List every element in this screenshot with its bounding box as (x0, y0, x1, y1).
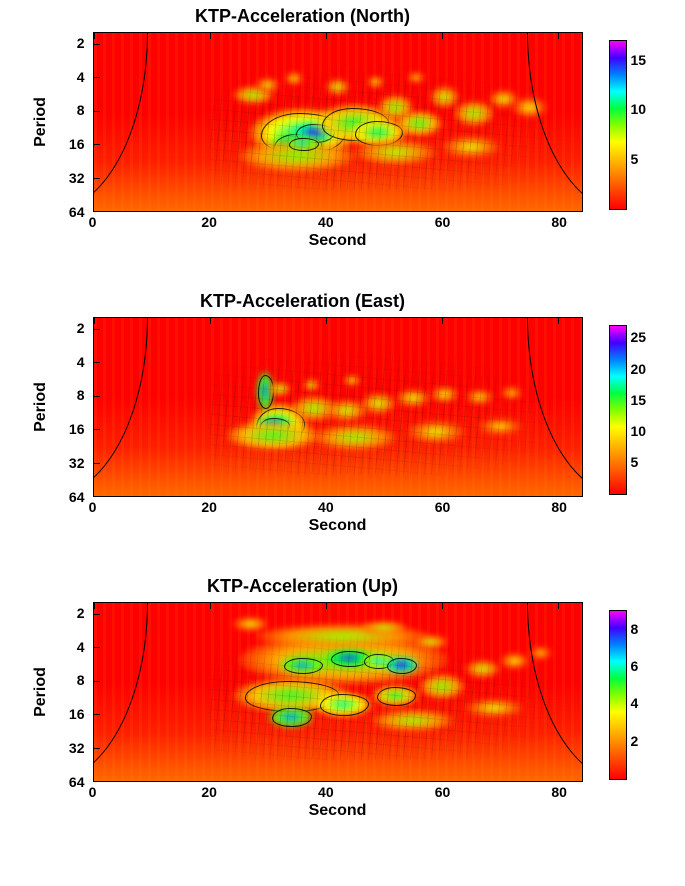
scalogram-plot (93, 317, 583, 497)
y-tick-label: 2 (77, 35, 85, 51)
y-tick-label: 64 (69, 204, 85, 220)
x-tick-label: 0 (89, 214, 97, 230)
colorbar-ticks: 2 4 6 8 (631, 610, 663, 778)
x-tick-label: 20 (201, 214, 217, 230)
panel-title: KTP-Acceleration (North) (23, 6, 583, 27)
panel-title: KTP-Acceleration (Up) (23, 576, 583, 597)
y-tick-label: 4 (77, 639, 85, 655)
x-tick-label: 60 (435, 499, 451, 515)
y-tick-label: 16 (69, 706, 85, 722)
x-tick-label: 40 (318, 499, 334, 515)
x-ticks: 020406080 (93, 784, 583, 802)
x-axis-label: Second (93, 232, 583, 250)
y-tick-label: 2 (77, 320, 85, 336)
colorbar-tick-label: 15 (631, 52, 647, 68)
colorbar-tick-label: 5 (631, 151, 639, 167)
colorbar-tick-label: 2 (631, 733, 639, 749)
scalogram-plot (93, 602, 583, 782)
y-ticks: 248163264 (53, 602, 89, 782)
x-tick-label: 80 (551, 214, 567, 230)
y-tick-label: 4 (77, 69, 85, 85)
y-axis-label: Period (31, 32, 51, 212)
colorbar-tick-label: 6 (631, 658, 639, 674)
y-tick-label: 16 (69, 136, 85, 152)
y-tick-label: 8 (77, 387, 85, 403)
colorbar-tick-label: 5 (631, 454, 639, 470)
x-tick-label: 40 (318, 784, 334, 800)
y-tick-label: 32 (69, 455, 85, 471)
x-tick-label: 80 (551, 499, 567, 515)
colorbar-ticks: 5 10 15 (631, 40, 663, 208)
colorbar-tick-label: 15 (631, 392, 647, 408)
colorbar-tick-label: 20 (631, 361, 647, 377)
y-tick-label: 16 (69, 421, 85, 437)
y-axis-label: Period (31, 317, 51, 497)
x-tick-label: 60 (435, 214, 451, 230)
x-tick-label: 80 (551, 784, 567, 800)
x-axis-label: Second (93, 517, 583, 535)
scalogram-plot (93, 32, 583, 212)
y-tick-label: 32 (69, 740, 85, 756)
scalogram-panel: KTP-Acceleration (Up)Period2481632640204… (23, 580, 663, 825)
x-ticks: 020406080 (93, 499, 583, 517)
colorbar-tick-label: 10 (631, 101, 647, 117)
colorbar-tick-label: 4 (631, 695, 639, 711)
scalogram-figure: KTP-Acceleration (North)Period2481632640… (0, 0, 685, 880)
colorbar (609, 40, 627, 210)
colorbar (609, 325, 627, 495)
y-tick-label: 2 (77, 605, 85, 621)
x-tick-label: 20 (201, 499, 217, 515)
y-tick-label: 64 (69, 489, 85, 505)
y-tick-label: 8 (77, 672, 85, 688)
scalogram-panel: KTP-Acceleration (East)Period24816326402… (23, 295, 663, 540)
y-tick-label: 8 (77, 102, 85, 118)
scalogram-panel: KTP-Acceleration (North)Period2481632640… (23, 10, 663, 255)
y-tick-label: 64 (69, 774, 85, 790)
y-tick-label: 4 (77, 354, 85, 370)
x-tick-label: 0 (89, 784, 97, 800)
x-ticks: 020406080 (93, 214, 583, 232)
panel-title: KTP-Acceleration (East) (23, 291, 583, 312)
x-tick-label: 20 (201, 784, 217, 800)
colorbar-ticks: 5 10 15 20 25 (631, 325, 663, 493)
x-axis-label: Second (93, 802, 583, 820)
y-axis-label: Period (31, 602, 51, 782)
colorbar (609, 610, 627, 780)
colorbar-tick-label: 25 (631, 329, 647, 345)
y-ticks: 248163264 (53, 32, 89, 212)
colorbar-tick-label: 8 (631, 621, 639, 637)
colorbar-tick-label: 10 (631, 423, 647, 439)
y-ticks: 248163264 (53, 317, 89, 497)
x-tick-label: 60 (435, 784, 451, 800)
y-tick-label: 32 (69, 170, 85, 186)
x-tick-label: 0 (89, 499, 97, 515)
x-tick-label: 40 (318, 214, 334, 230)
